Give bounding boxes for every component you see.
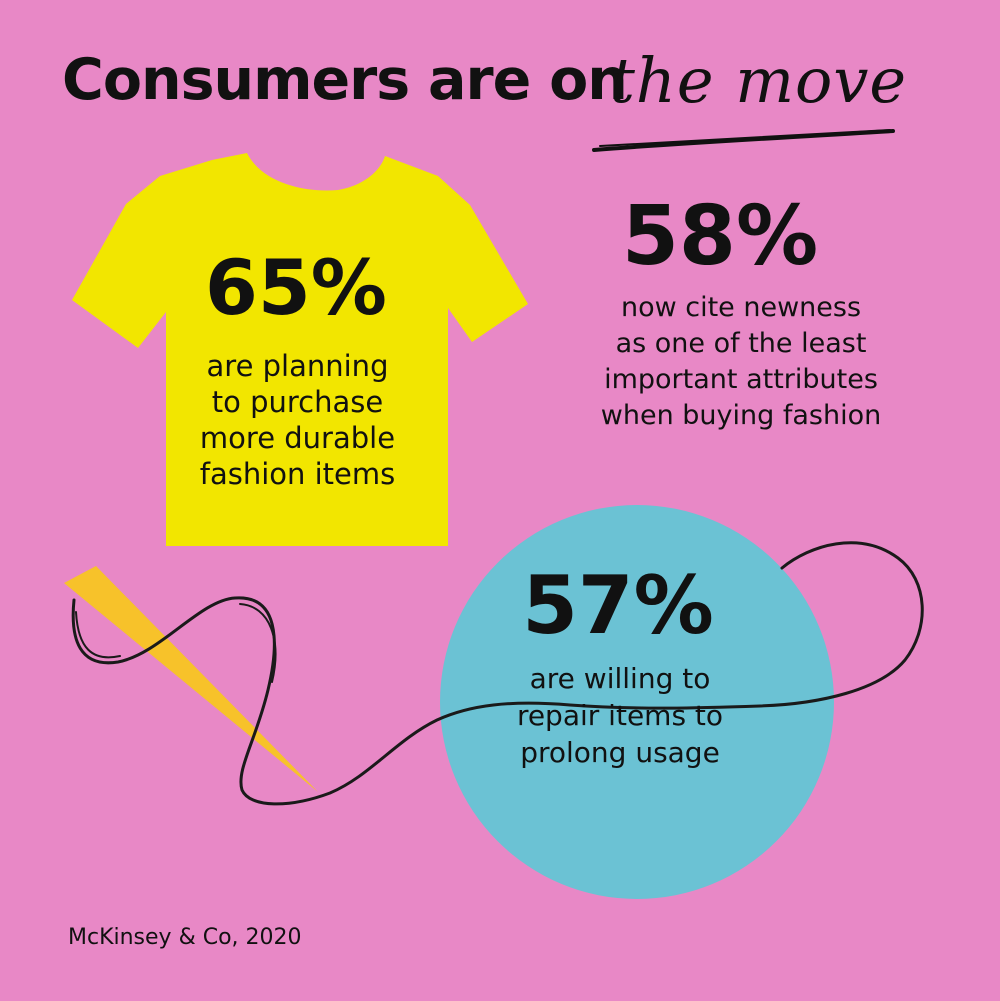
stat-57-line: are willing to <box>529 662 711 695</box>
stat-58-line: as one of the least <box>615 328 867 359</box>
tshirt-icon <box>72 153 528 546</box>
headline-script-accent: the move <box>610 44 908 117</box>
stat-65-description: are planning to purchase more durable fa… <box>170 348 425 492</box>
stat-57-line: prolong usage <box>520 736 720 769</box>
stat-65-value: 65% <box>205 243 387 332</box>
thread-line <box>75 603 277 683</box>
headline-title: Consumers are on <box>62 47 628 113</box>
underline-stroke <box>599 129 891 147</box>
stat-58-line: important attributes <box>604 364 878 395</box>
source-citation: McKinsey & Co, 2020 <box>68 925 302 950</box>
stat-58-value: 58% <box>621 189 819 284</box>
stat-65-line: fashion items <box>199 457 396 491</box>
stat-57-description: are willing to repair items to prolong u… <box>485 660 755 771</box>
stat-57-line: repair items to <box>516 699 724 732</box>
stat-58-line: now cite newness <box>620 292 862 323</box>
stat-57-value: 57% <box>522 559 714 652</box>
stat-65-line: more durable <box>199 421 396 455</box>
thread-line <box>71 541 924 806</box>
circle-badge <box>440 505 834 899</box>
underline-stroke <box>592 129 895 152</box>
stat-65-line: to purchase <box>211 385 384 419</box>
stat-65-line: are planning <box>206 349 389 383</box>
needle-icon <box>64 566 318 792</box>
stat-58-description: now cite newness as one of the least imp… <box>556 290 926 434</box>
stat-58-line: when buying fashion <box>600 400 882 431</box>
